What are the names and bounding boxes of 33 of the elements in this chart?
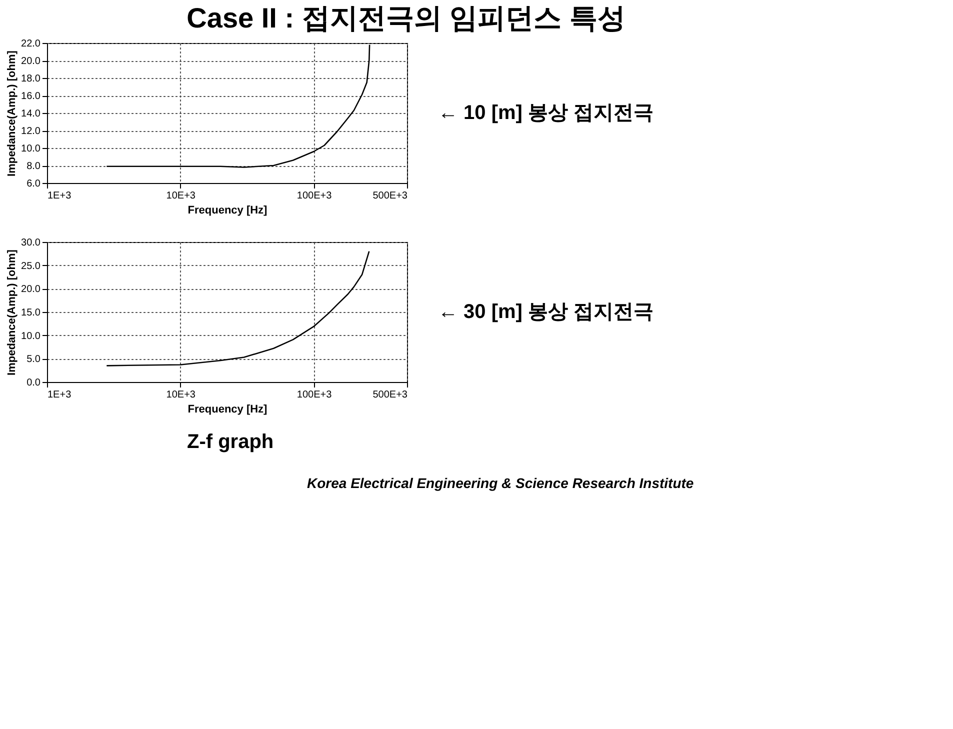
text: Z-f graph xyxy=(187,431,274,453)
y-tick-label: 25.0 xyxy=(21,260,41,272)
x-tick-label: 10E+3 xyxy=(166,190,196,202)
text: ← 10 [m] 봉상 접지전극 xyxy=(438,102,654,124)
x-tick-label: 1E+3 xyxy=(48,390,72,400)
y-tick-label: 10.0 xyxy=(21,330,41,342)
x-tick-label: 100E+3 xyxy=(296,390,332,400)
y-tick-label: 8.0 xyxy=(26,161,41,172)
x-tick-label: 500E+3 xyxy=(372,190,408,202)
chart-title: Case II : 접지전극의 임피던스 특성 xyxy=(186,2,626,34)
y-tick-label: 20.0 xyxy=(21,56,41,67)
y-tick-label: 10.0 xyxy=(21,144,41,154)
y-axis-title: Impedance(Amp.) [ohm] xyxy=(6,50,18,176)
y-tick-label: 30.0 xyxy=(21,238,41,248)
y-tick-label: 20.0 xyxy=(21,284,41,296)
y-tick-label: 15.0 xyxy=(21,308,41,318)
x-axis-title: Frequency [Hz] xyxy=(188,404,268,416)
y-tick-label: 5.0 xyxy=(26,354,41,366)
text: ← 30 [m] 봉상 접지전극 xyxy=(438,301,654,323)
y-tick-label: 12.0 xyxy=(21,126,41,137)
y-axis-title: Impedance(Amp.) [ohm] xyxy=(6,249,18,376)
x-axis-title: Frequency [Hz] xyxy=(188,204,268,216)
x-tick-label: 10E+3 xyxy=(166,390,196,400)
x-tick-label: 1E+3 xyxy=(48,190,72,202)
x-tick-label: 100E+3 xyxy=(296,190,332,202)
x-tick-label: 500E+3 xyxy=(372,390,408,400)
y-tick-label: 6.0 xyxy=(26,178,41,190)
y-tick-label: 0.0 xyxy=(26,378,41,388)
y-tick-label: 16.0 xyxy=(21,91,41,102)
y-tick-label: 18.0 xyxy=(21,74,41,84)
y-tick-label: 14.0 xyxy=(21,108,41,120)
text: Korea Electrical Engineering & Science Research Institute xyxy=(307,475,694,491)
y-tick-label: 22.0 xyxy=(21,38,41,50)
